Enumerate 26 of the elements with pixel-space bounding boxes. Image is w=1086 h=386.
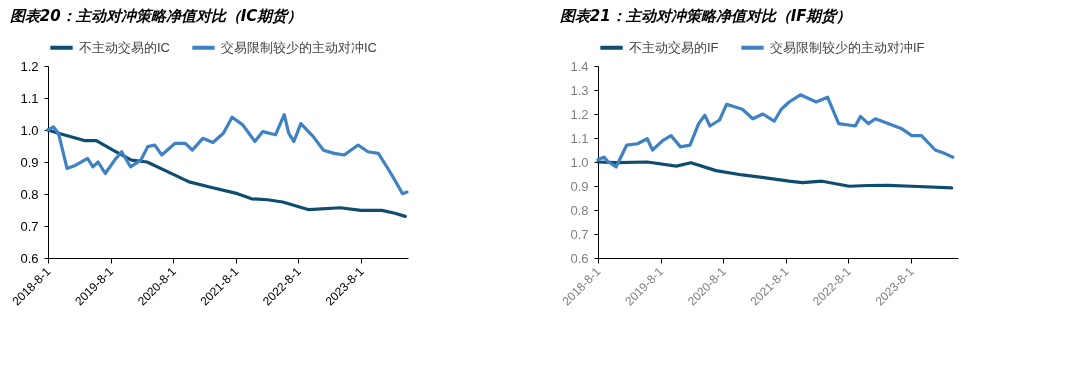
y-tick-label: 1.2 [570,106,589,122]
y-tick-label: 1.3 [570,82,589,98]
legend-label: 交易限制较少的主动对冲IF [770,39,925,55]
y-tick-label: 1.1 [20,90,39,106]
legend-label: 交易限制较少的主动对冲IC [221,39,377,55]
y-tick-label: 0.6 [20,250,39,266]
y-tick-label: 0.8 [570,202,589,218]
y-tick-label: 1.0 [570,154,589,170]
line-series [596,93,955,169]
y-tick-label: 1.4 [570,58,589,74]
y-tick-label: 0.6 [570,250,589,266]
legend-label: 不主动交易的IC [79,39,170,55]
y-tick-label: 1.0 [20,122,39,138]
chart-title: 图表21：主动对冲策略净值对比（IF期货） [559,7,852,25]
legend-label: 不主动交易的IF [629,39,719,55]
y-tick-label: 0.7 [20,218,39,234]
y-tick-label: 0.8 [20,186,39,202]
y-tick-label: 0.7 [570,226,589,242]
y-tick-label: 1.1 [570,130,589,146]
chart-title: 图表20：主动对冲策略净值对比（IC期货） [9,7,303,25]
line-series [46,113,409,196]
line-series [46,128,407,218]
y-tick-label: 1.2 [20,58,39,74]
y-tick-label: 0.9 [20,154,39,170]
y-tick-label: 0.9 [570,178,589,194]
line-series [596,160,954,190]
